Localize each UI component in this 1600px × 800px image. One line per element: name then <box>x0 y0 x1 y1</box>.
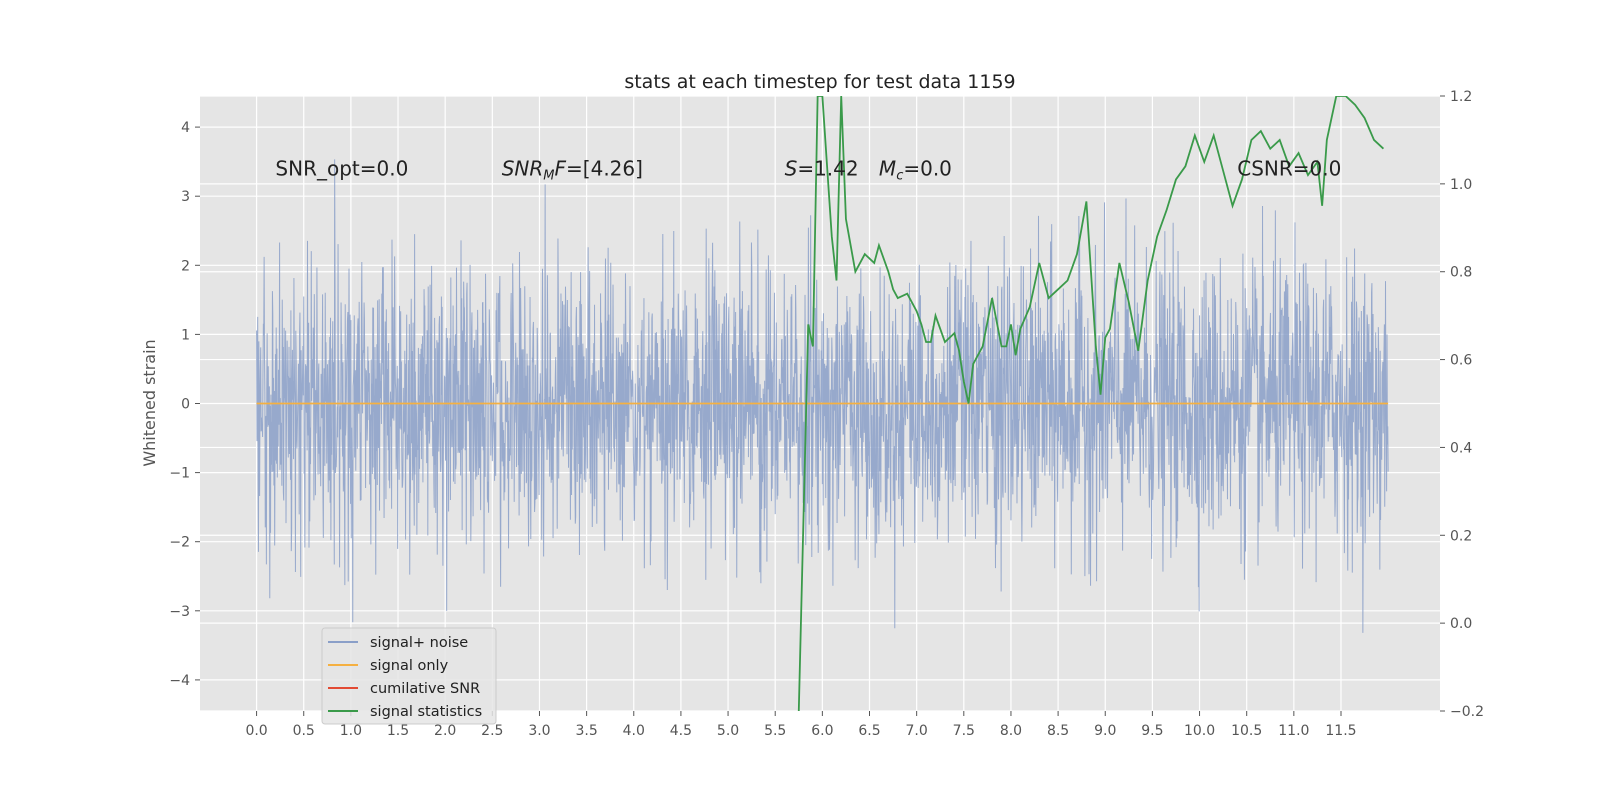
x-tick-label-2: 1.0 <box>340 723 362 739</box>
series-signal-noise <box>256 159 1389 633</box>
x-tick-label-23: 11.5 <box>1325 723 1356 739</box>
x-tick-label-10: 5.0 <box>717 723 739 739</box>
x-tick-label-8: 4.0 <box>623 723 645 739</box>
legend-label-0: signal+ noise <box>370 635 468 651</box>
x-tick-label-16: 8.0 <box>1000 723 1022 739</box>
annotation-snr-mf-f: F <box>555 156 567 180</box>
legend-label-3: signal statistics <box>370 704 482 720</box>
annotations: SNR_opt=0.0 SNRMF=[4.26] S=1.42 Mc=0.0 CSNR=… <box>275 156 1341 183</box>
y-tick-label-8: 4 <box>181 120 190 136</box>
x-tick-label-11: 5.5 <box>764 723 786 739</box>
x-tick-label-21: 10.5 <box>1231 723 1262 739</box>
annotation-mc-value: Mc=0.0 <box>879 156 952 183</box>
x-tick-label-12: 6.0 <box>811 723 833 739</box>
y2-tick-label-0: −0.2 <box>1450 704 1484 720</box>
x-tick-label-4: 2.0 <box>434 723 456 739</box>
chart-title: stats at each timestep for test data 115… <box>624 71 1015 93</box>
y-axis-label: Whitened strain <box>140 339 159 466</box>
axes: 0.0 0.5 1.0 1.5 2.0 2.5 3.0 3.5 4.0 4.5 5.0 5.5 6.0 6… <box>169 89 1484 739</box>
annotation-s-rest: =1.42 <box>797 156 858 180</box>
legend-label-2: cumilative SNR <box>370 681 480 697</box>
x-tick-label-13: 6.5 <box>858 723 880 739</box>
y2-tick-label-5: 0.8 <box>1450 265 1472 281</box>
series-lines <box>256 96 1389 711</box>
y2-tick-label-4: 0.6 <box>1450 353 1472 369</box>
legend-label-1: signal only <box>370 658 449 674</box>
x-tick-label-18: 9.0 <box>1094 723 1116 739</box>
y2-tick-label-7: 1.2 <box>1450 89 1472 105</box>
annotation-snr-mf-base: SNR <box>502 156 544 180</box>
y-tick-label-5: 1 <box>181 327 190 343</box>
y2-tick-label-2: 0.2 <box>1450 528 1472 544</box>
y-tick-label-4: 0 <box>181 397 190 413</box>
y-tick-label-1: −3 <box>169 604 190 620</box>
annotation-snr-mf: SNRMF=[4.26] <box>502 156 643 183</box>
x-tick-label-3: 1.5 <box>387 723 409 739</box>
y-tick-label-7: 3 <box>181 189 190 205</box>
y-tick-label-6: 2 <box>181 258 190 274</box>
annotation-snr-mf-value: =[4.26] <box>566 156 643 180</box>
x-tick-label-15: 7.5 <box>953 723 975 739</box>
y-tick-label-2: −2 <box>169 535 190 551</box>
legend-box <box>321 627 497 725</box>
annotation-mc-rest: =0.0 <box>903 156 952 180</box>
x-tick-label-19: 9.5 <box>1141 723 1163 739</box>
annotation-csnr: CSNR=0.0 <box>1237 156 1341 180</box>
annotation-s-symbol: S <box>785 156 798 180</box>
y2-tick-label-1: 0.0 <box>1450 616 1472 632</box>
y-tick-label-3: −1 <box>169 466 190 482</box>
signal-noise-trace <box>256 159 1389 633</box>
annotation-snr-mf-sub: M <box>543 168 554 183</box>
x-tick-label-6: 3.0 <box>528 723 550 739</box>
legend: signal+ noise signal only cumilative SNR si… <box>321 627 497 725</box>
x-tick-label-5: 2.5 <box>481 723 503 739</box>
y2-tick-label-6: 1.0 <box>1450 177 1472 193</box>
x-tick-label-14: 7.0 <box>906 723 928 739</box>
x-tick-label-0: 0.0 <box>245 723 267 739</box>
annotation-snr-opt: SNR_opt=0.0 <box>275 156 408 180</box>
x-tick-label-7: 3.5 <box>575 723 597 739</box>
series-line-3 <box>797 96 1385 711</box>
x-tick-label-22: 11.0 <box>1278 723 1309 739</box>
annotation-mc-sub: c <box>896 168 903 183</box>
annotation-s-value: S=1.42 <box>785 156 859 180</box>
x-tick-label-20: 10.0 <box>1184 723 1215 739</box>
x-tick-label-17: 8.5 <box>1047 723 1069 739</box>
y-tick-label-0: −4 <box>169 673 190 689</box>
x-tick-label-1: 0.5 <box>293 723 315 739</box>
y2-tick-label-3: 0.4 <box>1450 440 1472 456</box>
x-tick-label-9: 4.5 <box>670 723 692 739</box>
annotation-mc-symbol: M <box>879 156 896 180</box>
